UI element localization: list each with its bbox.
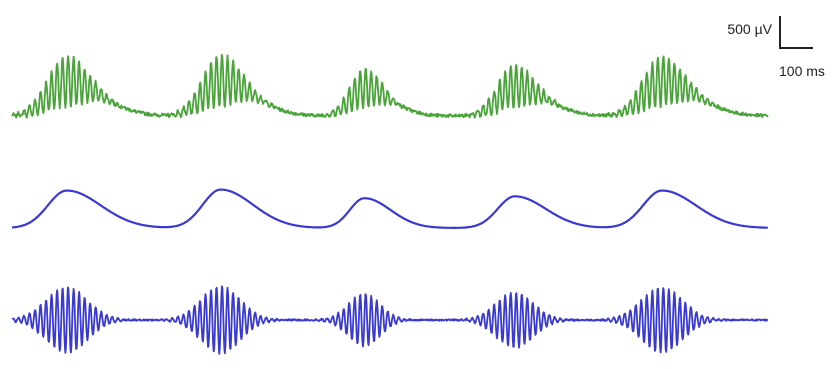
scale-bar-time-label: 100 ms [779,63,825,79]
scale-bar: 500 µV 100 ms [727,16,825,79]
traces-group [11,53,769,355]
trace-raw [11,53,769,119]
scale-bar-amplitude-label: 500 µV [727,21,772,37]
trace-fast [11,285,769,355]
trace-slow [11,188,769,229]
